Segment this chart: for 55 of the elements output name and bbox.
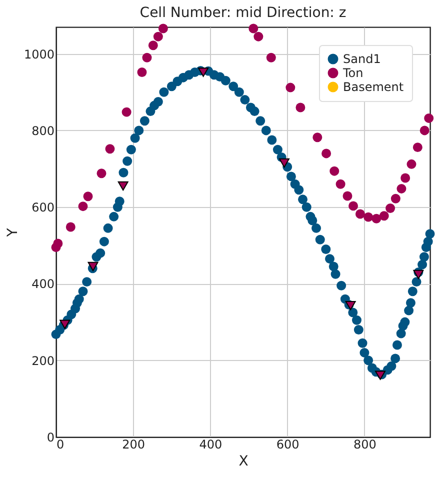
point xyxy=(142,52,152,62)
point xyxy=(390,194,400,204)
point xyxy=(396,184,406,194)
point xyxy=(355,209,365,219)
y-tick-label: 800 xyxy=(32,124,54,138)
y-tick-label: 600 xyxy=(32,200,54,215)
point xyxy=(330,166,340,176)
legend-label: Ton xyxy=(342,66,364,80)
point xyxy=(83,192,93,202)
point xyxy=(137,67,147,77)
point xyxy=(266,52,276,62)
point xyxy=(198,68,209,77)
point xyxy=(296,102,306,112)
legend-label: Sand1 xyxy=(343,52,381,66)
point xyxy=(424,113,434,123)
x-tick-label: 600 xyxy=(276,438,300,452)
x-tick-label: 400 xyxy=(199,438,222,452)
point xyxy=(279,158,290,168)
y-tick-label: 200 xyxy=(32,354,54,368)
point xyxy=(286,82,296,92)
point xyxy=(406,159,416,169)
legend-label: Basement xyxy=(343,80,404,94)
point xyxy=(254,32,264,42)
point xyxy=(148,40,158,50)
point xyxy=(158,24,168,34)
x-tick-label: 800 xyxy=(354,438,376,452)
point xyxy=(412,142,422,152)
point xyxy=(312,132,322,142)
point xyxy=(105,144,115,154)
y-axis-title: Y xyxy=(4,228,21,238)
point xyxy=(400,173,410,183)
point xyxy=(78,202,88,212)
point xyxy=(420,126,430,136)
point xyxy=(322,148,332,158)
y-tick-label: 1000 xyxy=(24,47,54,62)
y-tick-label: 400 xyxy=(32,277,54,292)
point xyxy=(379,211,389,221)
x-axis-title: X xyxy=(238,454,249,470)
x-tick-label: 200 xyxy=(122,438,146,452)
point xyxy=(372,214,382,224)
point xyxy=(96,168,106,178)
x-tick-label: 0 xyxy=(56,438,64,452)
point xyxy=(118,181,128,191)
point xyxy=(66,222,76,232)
point xyxy=(153,32,163,42)
point xyxy=(342,191,352,201)
point xyxy=(122,107,132,117)
chart-title: Cell Number: mid Direction: z xyxy=(140,4,346,21)
point xyxy=(336,179,346,189)
point xyxy=(413,270,424,280)
point xyxy=(53,238,63,248)
point xyxy=(364,212,374,222)
point xyxy=(248,24,258,34)
point xyxy=(386,204,396,213)
point xyxy=(348,201,358,211)
